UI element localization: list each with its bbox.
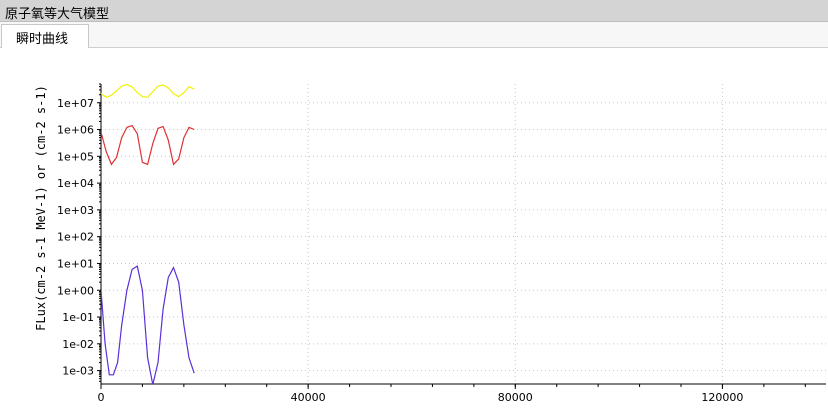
tab-instant-curve[interactable]: 瞬时曲线 — [1, 24, 89, 48]
y-tick-labels: 1e+07 1e+06 1e+05 1e+04 1e+03 1e+02 1e+01 1e+00… — [57, 97, 94, 378]
y-tick-label: 1e-03 — [62, 365, 94, 378]
tab-bar: 瞬时曲线 — [0, 22, 828, 48]
y-tick-label: 1e+07 — [57, 97, 94, 110]
tab-instant-curve-label: 瞬时曲线 — [16, 32, 69, 47]
y-axis-label: FLux(cm-2 s-1 MeV-1) or (cm-2 s-1) — [34, 85, 48, 331]
y-tick-label: 1e+04 — [57, 177, 94, 190]
y-tick-label: 1e+05 — [57, 150, 94, 163]
y-tick-label: 1e-01 — [62, 311, 94, 324]
x-tick-label: 80000 — [498, 391, 533, 404]
series-line-3 — [101, 265, 195, 384]
window-titlebar: 原子氧等大气模型 — [0, 0, 828, 22]
x-tick-labels: 0 40000 80000 120000 — [98, 391, 744, 404]
flux-chart: 1e+07 1e+06 1e+05 1e+04 1e+03 1e+02 1e+01 1e+00… — [34, 83, 826, 404]
series-line-1 — [101, 84, 195, 98]
y-tick-label: 1e-02 — [62, 338, 94, 351]
chart-series — [101, 84, 195, 384]
x-tick-label: 40000 — [291, 391, 326, 404]
chart-panel: 1e+07 1e+06 1e+05 1e+04 1e+03 1e+02 1e+01 1e+00… — [0, 48, 828, 417]
x-tick-label: 0 — [98, 391, 105, 404]
chart-axes — [97, 83, 826, 389]
y-tick-label: 1e+00 — [57, 284, 94, 297]
y-tick-label: 1e+06 — [57, 124, 94, 137]
y-tick-label: 1e+01 — [57, 257, 94, 270]
y-tick-label: 1e+03 — [57, 204, 94, 217]
x-tick-label: 120000 — [701, 391, 743, 404]
window-title: 原子氧等大气模型 — [5, 7, 110, 22]
y-tick-label: 1e+02 — [57, 231, 94, 244]
series-line-2 — [101, 124, 195, 166]
chart-grid — [101, 84, 826, 384]
